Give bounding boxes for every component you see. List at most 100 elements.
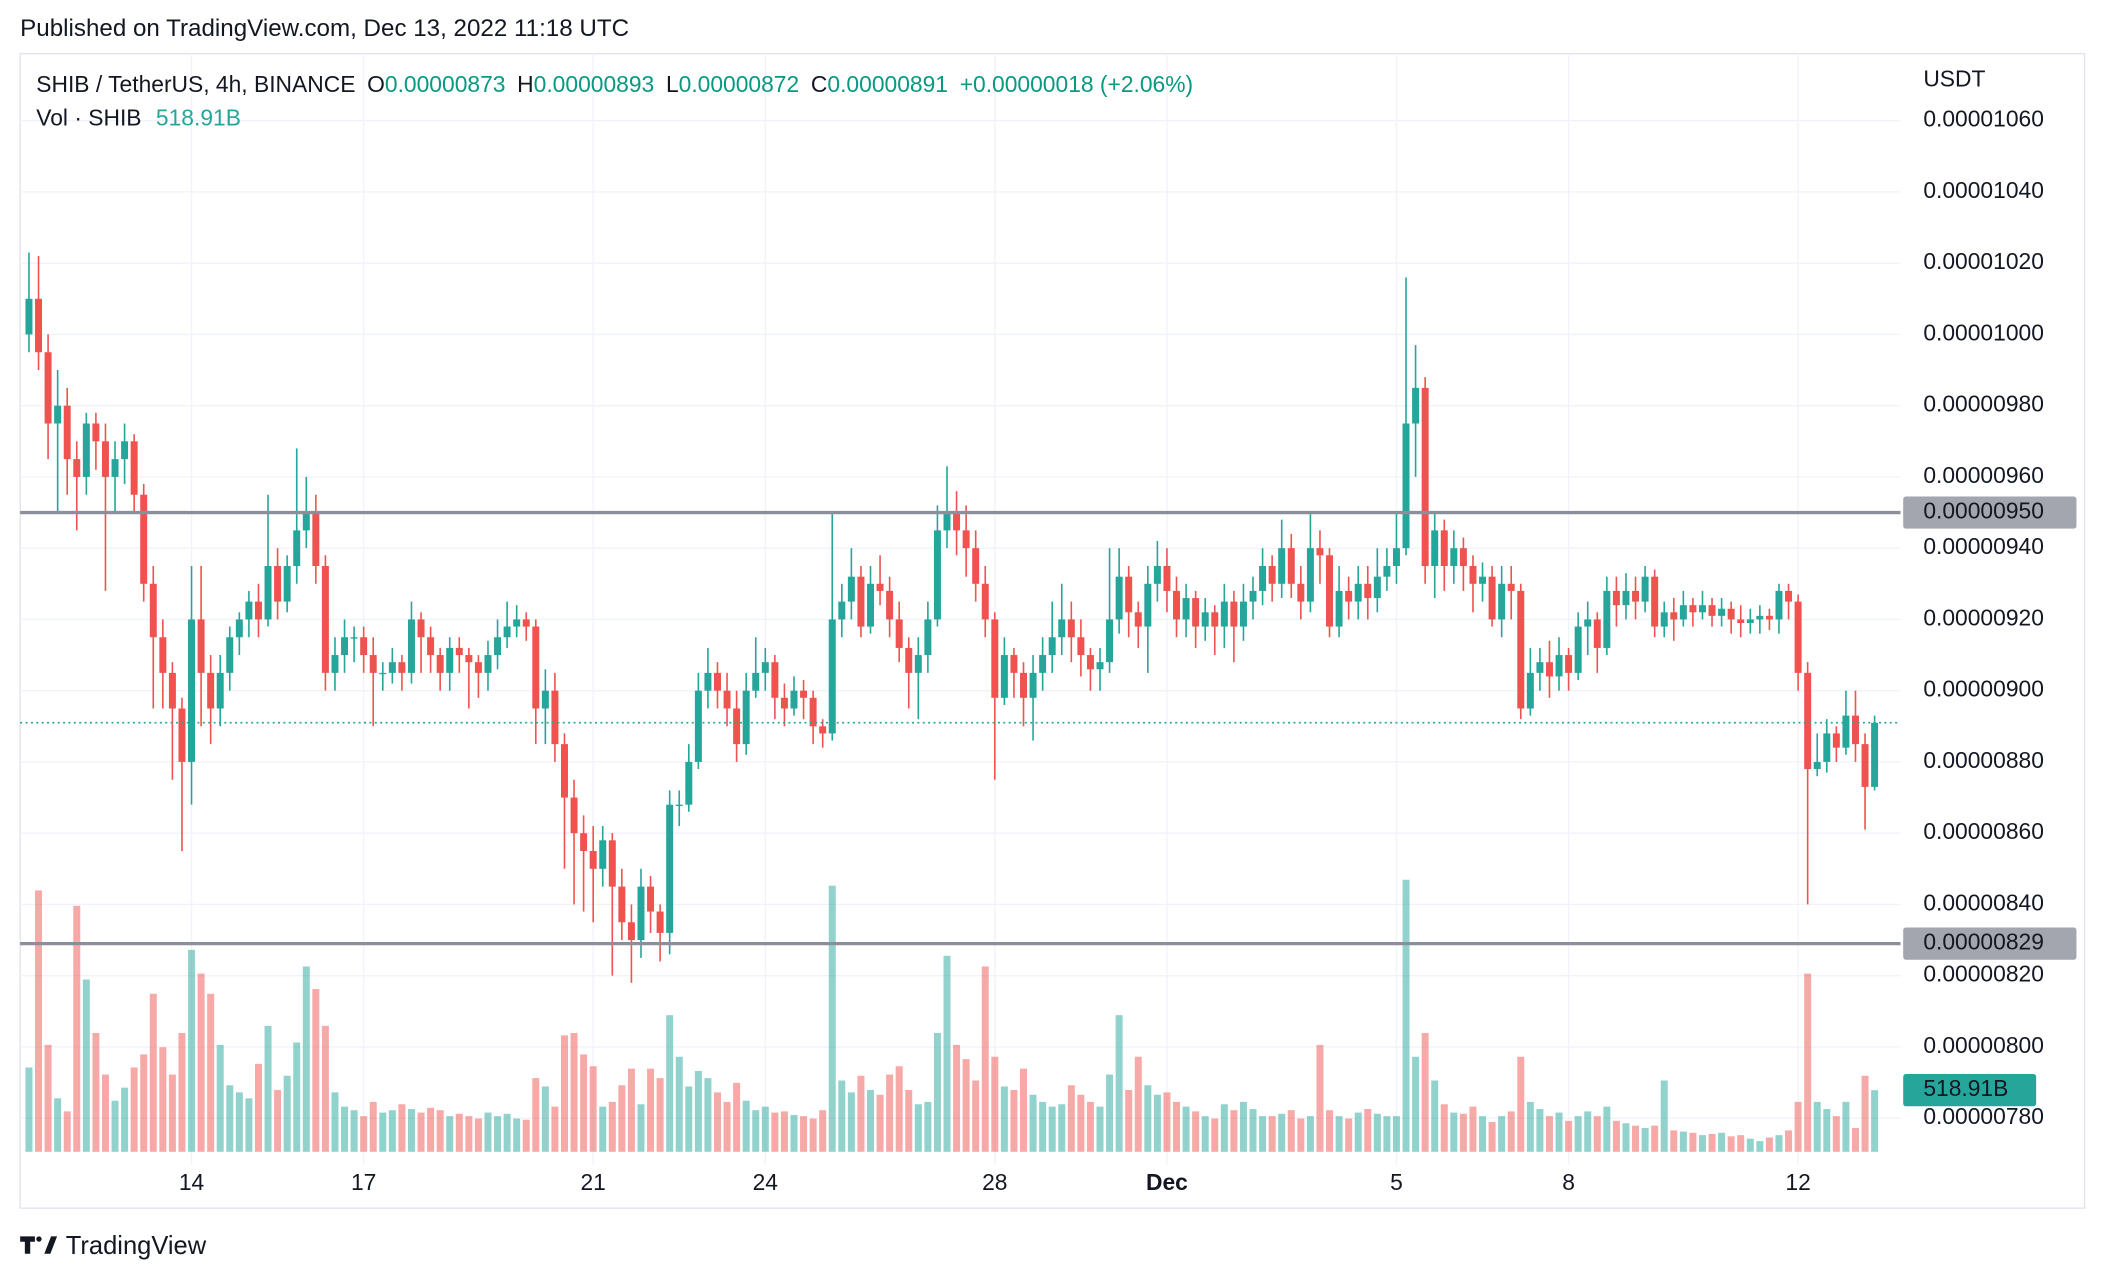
- volume-bar: [149, 993, 157, 1152]
- candle-body: [1679, 605, 1687, 620]
- candle-body: [1641, 576, 1649, 602]
- change-value: +0.00000018 (+2.06%): [960, 71, 1193, 97]
- candle-body: [197, 619, 205, 673]
- volume-bar: [54, 1098, 62, 1152]
- volume-bar: [685, 1086, 693, 1152]
- volume-bar: [627, 1068, 635, 1152]
- y-tick-label: 0.00000820: [1923, 961, 2044, 987]
- volume-bar: [1010, 1090, 1018, 1152]
- candle-body: [713, 672, 721, 691]
- candle-body: [1259, 565, 1267, 591]
- candle-body: [895, 619, 903, 648]
- candle-body: [226, 637, 234, 673]
- candle-body: [254, 601, 262, 620]
- volume-layer: [25, 879, 1879, 1152]
- open-value: 0.00000873: [385, 71, 506, 97]
- candle-body: [742, 690, 750, 745]
- candle-body: [647, 886, 655, 912]
- volume-bar: [1651, 1125, 1659, 1152]
- candle-body: [484, 655, 492, 673]
- candle-body: [1823, 733, 1831, 762]
- volume-title: Vol · SHIB: [36, 105, 141, 131]
- candle-body: [1488, 576, 1496, 620]
- level-label: 0.00000829: [1923, 929, 2044, 955]
- volume-bar: [321, 1025, 329, 1152]
- candle-body: [407, 619, 415, 673]
- volume-bar: [1861, 1075, 1869, 1152]
- volume-bar: [618, 1085, 626, 1152]
- candle-body: [771, 662, 779, 698]
- candle-body: [465, 655, 473, 663]
- volume-bar: [1239, 1101, 1247, 1152]
- volume-bar: [1230, 1110, 1238, 1152]
- candle-body: [1048, 637, 1056, 656]
- candle-body: [1153, 565, 1161, 584]
- volume-bar: [1574, 1116, 1582, 1152]
- volume-bar: [398, 1104, 406, 1152]
- volume-bar: [1392, 1116, 1400, 1152]
- candle-body: [331, 655, 339, 673]
- high-value: 0.00000893: [534, 71, 655, 97]
- volume-bar: [168, 1074, 176, 1152]
- volume-bar: [1584, 1111, 1592, 1152]
- volume-bar: [254, 1063, 262, 1152]
- candle-body: [981, 583, 989, 620]
- volume-bar: [1153, 1094, 1161, 1152]
- volume-bar: [1039, 1101, 1047, 1152]
- volume-bar: [1842, 1101, 1850, 1152]
- candle-body: [790, 690, 798, 709]
- candle-body: [293, 530, 301, 566]
- volume-bar: [226, 1085, 234, 1152]
- candle-body: [140, 494, 148, 584]
- candle-body: [360, 637, 368, 656]
- volume-bar: [1402, 879, 1410, 1152]
- candle-body: [1383, 565, 1391, 577]
- volume-bar: [1106, 1074, 1114, 1152]
- candle-body: [905, 647, 913, 673]
- candle-body: [207, 672, 215, 709]
- volume-bar: [235, 1092, 243, 1152]
- candle-body: [1144, 583, 1152, 627]
- volume-value: 518.91B: [156, 105, 241, 131]
- volume-bar: [1173, 1101, 1181, 1152]
- candle-body: [1593, 619, 1601, 648]
- volume-bar: [981, 966, 989, 1152]
- candle-body: [1651, 576, 1659, 627]
- candle-body: [369, 655, 377, 673]
- candle-body: [618, 886, 626, 923]
- y-tick-label: 0.00001000: [1923, 319, 2044, 345]
- candle-body: [1192, 598, 1200, 627]
- volume-bar: [589, 1066, 597, 1152]
- volume-bar: [838, 1080, 846, 1152]
- volume-bar: [953, 1044, 961, 1152]
- candle-body: [1622, 590, 1630, 606]
- volume-bar: [379, 1112, 387, 1152]
- volume-bar: [73, 905, 81, 1152]
- candle-body: [178, 708, 186, 762]
- candle-body: [1842, 715, 1850, 748]
- volume-bar: [914, 1104, 922, 1152]
- candle-body: [1345, 590, 1353, 602]
- volume-bar: [1479, 1116, 1487, 1152]
- x-tick-label: 24: [753, 1169, 779, 1195]
- volume-bar: [101, 1074, 109, 1152]
- volume-bar: [1440, 1104, 1448, 1152]
- volume-bar: [1192, 1111, 1200, 1152]
- candle-body: [1804, 672, 1812, 770]
- volume-bar: [1268, 1116, 1276, 1152]
- candle-body: [302, 512, 310, 531]
- candle-body: [149, 583, 157, 638]
- volume-bar: [216, 1044, 224, 1152]
- candle-body: [1670, 612, 1678, 620]
- candle-body: [1067, 619, 1075, 638]
- candle-body: [819, 726, 827, 734]
- volume-bar: [417, 1112, 425, 1152]
- candle-body: [1832, 733, 1840, 748]
- candle-body: [723, 690, 731, 709]
- candle-body: [417, 619, 425, 638]
- volume-bar: [360, 1116, 368, 1152]
- volume-bar: [159, 1047, 167, 1152]
- candle-body: [1000, 655, 1008, 698]
- candle-body: [876, 583, 884, 591]
- volume-bar: [1612, 1120, 1620, 1152]
